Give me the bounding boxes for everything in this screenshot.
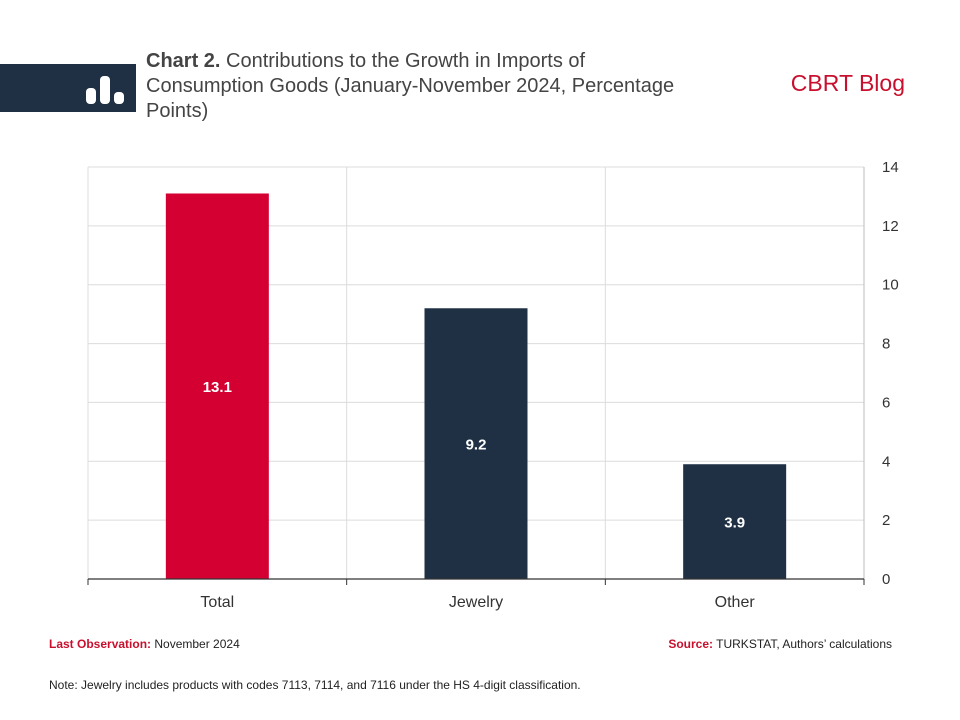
last-observation-value: November 2024 (151, 637, 240, 651)
y-tick-label: 6 (882, 394, 890, 411)
bar-other (683, 464, 787, 579)
chart-axes: 0 2 4 6 8 10 12 14 Total Jewelry Other (87, 159, 899, 611)
bar-chart: 13.1 9.2 3.9 0 2 4 6 8 10 12 14 Total Jewelry Other (87, 159, 899, 611)
bar-jewelry (424, 308, 528, 579)
bar-total (165, 193, 269, 579)
chart-bars: 13.1 9.2 3.9 (165, 193, 787, 579)
chart-title-lead: Chart 2. (146, 50, 221, 72)
x-tick-label: Jewelry (449, 594, 503, 611)
data-label: 9.2 (466, 437, 487, 454)
last-observation: Last Observation: November 2024 (49, 637, 240, 651)
footnote: Note: Jewelry includes products with cod… (49, 678, 581, 692)
chart-title-text: Contributions to the Growth in Imports o… (146, 50, 675, 122)
y-tick-label: 0 (882, 571, 890, 588)
y-tick-label: 14 (882, 159, 899, 176)
x-tick-label: Other (715, 594, 756, 611)
last-observation-label: Last Observation: (49, 637, 152, 651)
chart-title: Chart 2. Contributions to the Growth in … (146, 49, 706, 124)
y-tick-label: 8 (882, 336, 890, 353)
x-tick-label: Total (200, 594, 234, 611)
data-label: 3.9 (724, 515, 745, 532)
header-band (0, 64, 136, 112)
y-tick-label: 4 (882, 453, 890, 470)
source: Source: TURKSTAT, Authors’ calculations (668, 637, 892, 651)
source-label: Source: (668, 637, 714, 651)
y-tick-label: 10 (882, 277, 899, 294)
brand-label: CBRT Blog (790, 70, 905, 96)
y-tick-label: 2 (882, 512, 890, 529)
y-tick-label: 12 (882, 218, 899, 235)
source-value: TURKSTAT, Authors’ calculations (713, 637, 892, 651)
bar-chart-icon (86, 76, 124, 104)
data-label: 13.1 (203, 379, 232, 396)
